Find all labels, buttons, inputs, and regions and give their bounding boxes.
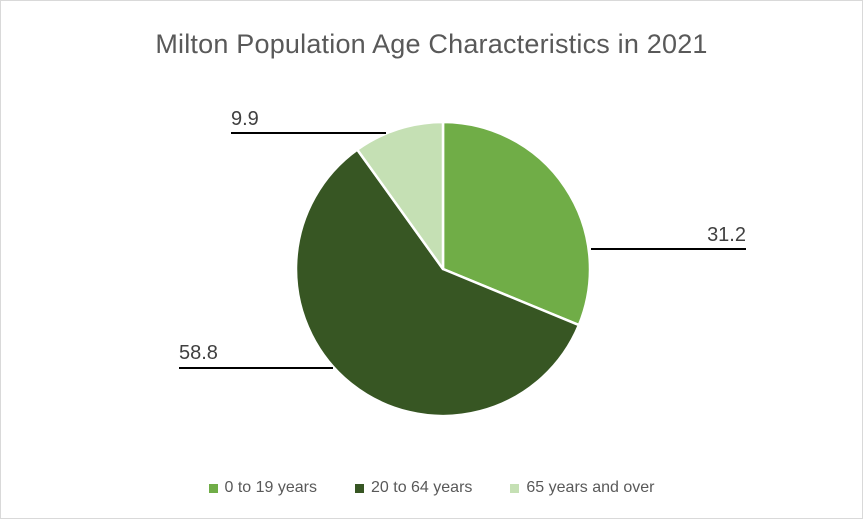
legend-swatch-20-64 <box>355 483 364 493</box>
legend-label-65-plus: 65 years and over <box>526 479 655 496</box>
pie-slice-1 <box>441 120 592 327</box>
pie-slices <box>294 120 592 418</box>
legend-item-20-64: 20 to 64 years <box>355 479 472 497</box>
legend-item-65-plus: 65 years and over <box>510 479 654 497</box>
legend-item-0-19: 0 to 19 years <box>208 479 318 497</box>
pie-slice-2 <box>294 148 581 418</box>
leader-lines <box>179 132 746 369</box>
chart-title: Milton Population Age Characteristics in… <box>155 29 708 59</box>
data-label-1: 31.2 <box>707 224 746 246</box>
legend-label-0-19: 0 to 19 years <box>224 479 318 496</box>
pie-slice-3 <box>356 120 445 271</box>
data-labels: 31.2 58.8 9.9 <box>179 108 746 364</box>
pie-plot: 31.2 58.8 9.9 <box>179 108 746 418</box>
legend-swatch-65-plus <box>510 483 520 493</box>
data-label-3: 9.9 <box>231 108 259 130</box>
legend-label-20-64: 20 to 64 years <box>371 479 473 496</box>
legend-swatch-0-19 <box>208 483 218 493</box>
legend: 0 to 19 years 20 to 64 years 65 years an… <box>1 479 862 497</box>
data-label-2: 58.8 <box>179 342 218 364</box>
